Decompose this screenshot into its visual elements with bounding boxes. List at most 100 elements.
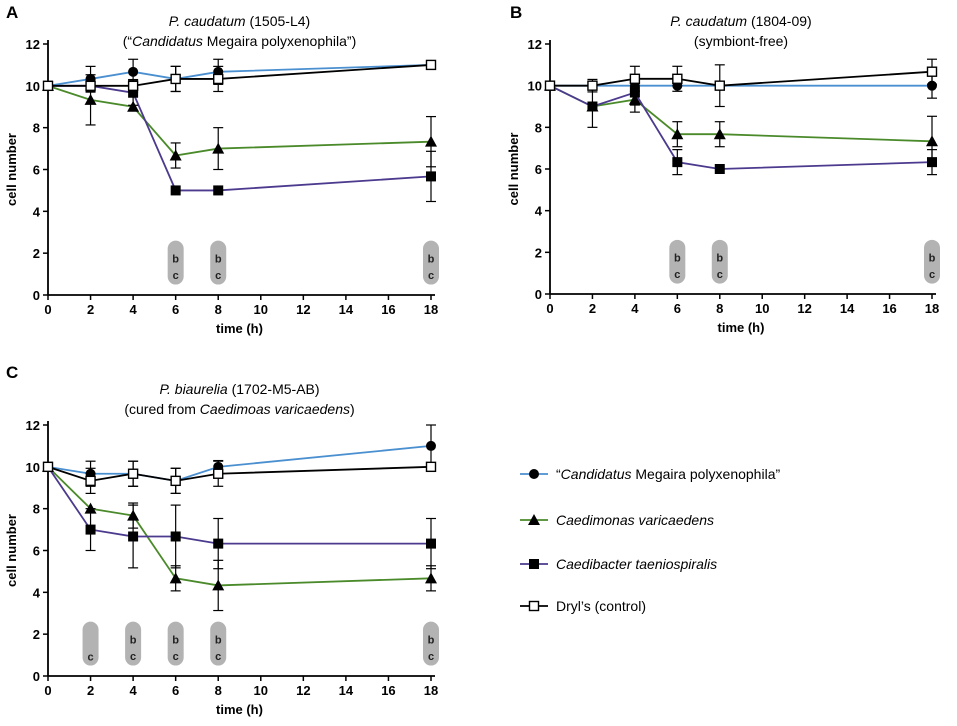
x-tick-label: 0 bbox=[546, 301, 553, 316]
series-cvar bbox=[544, 79, 938, 167]
panel-label: B bbox=[510, 3, 522, 22]
data-point bbox=[425, 572, 437, 584]
data-point bbox=[425, 461, 437, 473]
y-tick-label: 4 bbox=[33, 204, 41, 219]
chart-title-line: (symbiont-free) bbox=[694, 33, 788, 49]
data-point bbox=[85, 524, 96, 535]
legend-label: “Candidatus Megaira polyxenophila” bbox=[556, 466, 780, 482]
data-point bbox=[170, 185, 181, 196]
y-tick-label: 12 bbox=[26, 37, 40, 52]
data-point bbox=[128, 66, 139, 77]
series-line bbox=[47, 466, 432, 587]
significance-letter: c bbox=[130, 651, 136, 663]
data-point bbox=[170, 531, 181, 542]
x-tick-label: 8 bbox=[716, 301, 723, 316]
significance-pill bbox=[167, 240, 184, 285]
significance-letter: c bbox=[87, 652, 93, 664]
series-dryl bbox=[42, 59, 437, 93]
x-tick-label: 6 bbox=[674, 301, 681, 316]
x-tick-label: 2 bbox=[87, 302, 94, 317]
chart-title-line: (cured from Caedimoas varicaedens) bbox=[124, 401, 354, 417]
x-tick-label: 6 bbox=[172, 302, 179, 317]
data-point bbox=[426, 538, 436, 549]
y-tick-label: 6 bbox=[535, 162, 542, 177]
data-point bbox=[713, 128, 726, 140]
x-tick-label: 10 bbox=[755, 301, 769, 316]
series-line bbox=[48, 64, 432, 87]
data-point bbox=[714, 164, 725, 174]
legend-item-cmp: “Candidatus Megaira polyxenophila” bbox=[520, 466, 780, 482]
x-tick-label: 0 bbox=[44, 302, 51, 317]
series-line bbox=[47, 466, 431, 545]
series-cmp bbox=[43, 424, 436, 494]
data-point bbox=[128, 531, 139, 542]
significance-letter: b bbox=[929, 253, 936, 265]
significance-letter: c bbox=[428, 270, 434, 282]
data-point bbox=[544, 80, 556, 91]
x-tick-label: 6 bbox=[172, 683, 179, 698]
data-point bbox=[128, 87, 139, 98]
significance-pill bbox=[423, 240, 439, 285]
data-point bbox=[170, 73, 181, 85]
x-tick-label: 10 bbox=[254, 302, 268, 317]
data-point bbox=[671, 128, 684, 140]
x-tick-label: 14 bbox=[840, 301, 855, 316]
x-tick-label: 12 bbox=[296, 302, 310, 317]
y-tick-label: 8 bbox=[33, 121, 40, 136]
x-tick-label: 8 bbox=[215, 683, 222, 698]
significance-pill bbox=[669, 239, 686, 284]
data-point bbox=[629, 87, 640, 98]
y-tick-label: 8 bbox=[33, 502, 40, 517]
data-point bbox=[212, 579, 225, 591]
x-tick-label: 12 bbox=[797, 301, 811, 316]
data-point bbox=[85, 80, 96, 92]
legend-marker bbox=[528, 600, 540, 612]
panel-a: A P. caudatum (1505-L4) (“Candidatus Megai… bbox=[4, 3, 439, 336]
significance-letter: b bbox=[674, 253, 681, 265]
data-point bbox=[169, 572, 182, 584]
legend-marker bbox=[529, 559, 539, 569]
x-tick-label: 8 bbox=[215, 302, 222, 317]
y-tick-label: 10 bbox=[26, 79, 40, 94]
data-point bbox=[587, 80, 598, 91]
significance-letter: c bbox=[173, 270, 179, 282]
significance-letter: b bbox=[215, 634, 222, 646]
x-tick-label: 18 bbox=[424, 683, 438, 698]
x-tick-label: 18 bbox=[925, 301, 939, 316]
significance-pill bbox=[924, 239, 940, 284]
significance-letter: b bbox=[428, 634, 435, 646]
x-tick-label: 2 bbox=[589, 301, 596, 316]
data-point bbox=[213, 185, 224, 196]
data-point bbox=[587, 101, 598, 112]
significance-letter: c bbox=[717, 269, 723, 281]
data-point bbox=[426, 171, 436, 182]
significance-letter: c bbox=[173, 651, 179, 663]
series-line bbox=[47, 84, 432, 157]
x-tick-label: 14 bbox=[339, 683, 354, 698]
significance-pill bbox=[167, 621, 184, 666]
x-tick-label: 16 bbox=[882, 301, 896, 316]
data-point bbox=[85, 475, 96, 487]
chart-title-line: (“Candidatus Megaira polyxenophila”) bbox=[123, 33, 356, 49]
data-point bbox=[42, 461, 54, 473]
significance-letter: b bbox=[172, 634, 179, 646]
chart-title-line: P. caudatum (1804-09) bbox=[670, 13, 811, 29]
series-cvar bbox=[42, 74, 437, 171]
y-tick-label: 6 bbox=[33, 544, 40, 559]
x-tick-label: 16 bbox=[381, 683, 395, 698]
legend-label: Dryl’s (control) bbox=[556, 598, 646, 614]
data-point bbox=[213, 73, 224, 85]
series-ctae bbox=[43, 79, 436, 203]
x-tick-label: 12 bbox=[296, 683, 310, 698]
x-axis-label: time (h) bbox=[718, 320, 765, 335]
data-point bbox=[926, 66, 938, 77]
significance-letter: c bbox=[929, 269, 935, 281]
significance-pill bbox=[711, 239, 728, 284]
data-point bbox=[425, 135, 437, 147]
panel-b: B P. caudatum (1804-09)(symbiont-free)bcb… bbox=[506, 3, 940, 335]
x-tick-label: 0 bbox=[44, 683, 51, 698]
x-axis-label: time (h) bbox=[216, 321, 263, 336]
significance-pill bbox=[82, 621, 99, 666]
significance-pill bbox=[210, 240, 227, 285]
series-ctae bbox=[43, 461, 436, 570]
